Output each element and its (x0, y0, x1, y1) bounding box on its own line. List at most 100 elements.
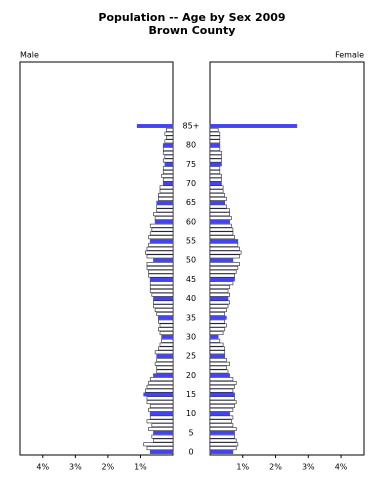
bar (164, 154, 174, 159)
bar (153, 212, 174, 217)
bar (209, 308, 227, 313)
bar (209, 131, 221, 136)
bar (166, 135, 174, 140)
bar (145, 250, 174, 255)
bar (159, 342, 174, 347)
bar (209, 254, 240, 259)
bar (149, 411, 174, 416)
age-label: 85+ (183, 122, 200, 131)
bar (162, 143, 174, 148)
bar (162, 170, 174, 174)
bar (146, 254, 174, 259)
age-label: 0 (188, 448, 193, 457)
bar (209, 227, 234, 232)
bar (209, 396, 235, 401)
bar (146, 384, 174, 389)
bar (209, 354, 226, 359)
bar (156, 354, 174, 359)
bar (209, 288, 229, 293)
bar (143, 442, 174, 447)
bar (209, 423, 234, 428)
bar (209, 427, 237, 431)
age-label: 70 (186, 179, 196, 188)
bar (161, 338, 174, 343)
bar (156, 204, 174, 209)
bar (148, 273, 174, 278)
bar (209, 388, 234, 393)
bar (154, 308, 174, 313)
bar (209, 392, 235, 397)
bar (149, 415, 174, 420)
bar (209, 296, 229, 301)
bar (209, 277, 235, 282)
bar (209, 350, 226, 355)
bar (209, 135, 221, 140)
bar (149, 281, 174, 286)
bar (153, 430, 174, 435)
bar (209, 269, 237, 274)
bar (149, 277, 174, 282)
bar (209, 193, 226, 197)
x-tick-label: 2% (102, 463, 115, 472)
age-label: 40 (186, 294, 196, 303)
bar (156, 311, 174, 316)
age-label: 10 (186, 409, 196, 418)
legend-label: Female (335, 51, 364, 60)
bar (159, 331, 174, 336)
bar (209, 219, 230, 224)
bar (154, 361, 174, 366)
chart-title: Population -- Age by Sex 2009 (98, 11, 285, 24)
bar (149, 450, 174, 454)
bar (149, 239, 174, 243)
bar (146, 419, 174, 424)
bar (158, 346, 174, 351)
bar (209, 158, 222, 163)
bar (209, 369, 229, 374)
age-label: 55 (186, 237, 196, 246)
bar (209, 258, 234, 263)
bar (209, 242, 239, 247)
age-label: 50 (186, 256, 196, 265)
bar (162, 150, 174, 155)
age-label: 35 (186, 313, 196, 322)
bar (166, 127, 174, 132)
bar (209, 150, 222, 155)
bar (209, 154, 222, 159)
bar (143, 392, 174, 397)
bar (209, 323, 227, 328)
bar (209, 250, 242, 255)
bar (209, 331, 224, 336)
bar (209, 231, 234, 236)
bar (162, 147, 174, 151)
bar (158, 193, 174, 197)
bar (158, 319, 174, 324)
bar (164, 131, 174, 136)
bar (158, 196, 174, 201)
bar (154, 350, 174, 355)
bar (159, 185, 174, 190)
bar (148, 381, 174, 385)
age-label: 25 (186, 352, 196, 361)
x-tick-label: 4% (335, 463, 348, 472)
bar (156, 208, 174, 213)
bar (153, 438, 174, 443)
age-label: 20 (186, 371, 196, 380)
bar (209, 304, 229, 309)
bar (162, 181, 174, 186)
age-label: 60 (186, 217, 196, 226)
age-label: 45 (186, 275, 196, 284)
bar (148, 235, 174, 240)
bar (148, 269, 174, 274)
bar (146, 262, 174, 267)
bar (162, 166, 174, 171)
x-tick-label: 1% (236, 463, 249, 472)
bar (209, 189, 224, 194)
bar (146, 446, 174, 451)
bar (153, 296, 174, 301)
bar (164, 162, 174, 167)
bar (146, 246, 174, 251)
bar (156, 365, 174, 370)
bar (159, 189, 174, 194)
bar (156, 358, 174, 362)
bar (162, 158, 174, 163)
